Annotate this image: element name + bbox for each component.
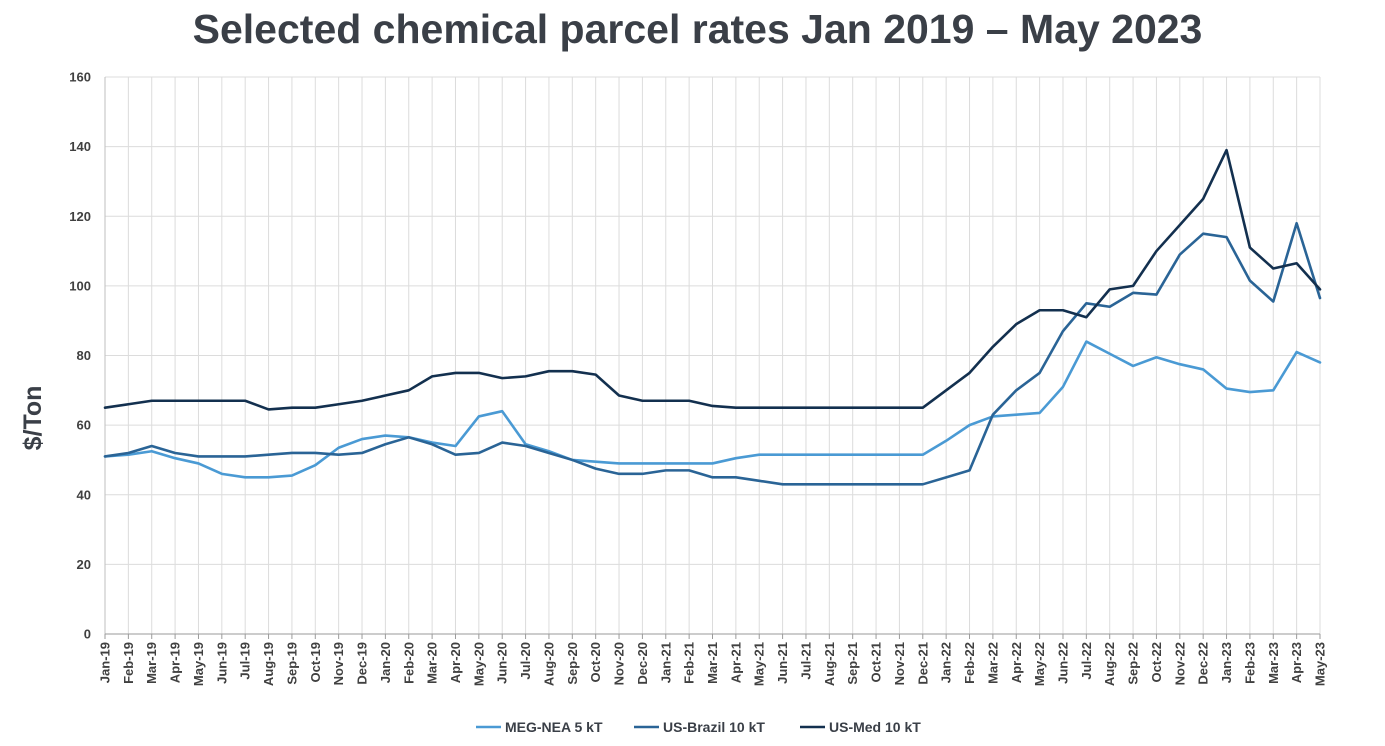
x-tick-label: Jun-19 (214, 642, 229, 684)
grid (105, 76, 1321, 634)
x-tick-label: Apr-19 (168, 642, 183, 683)
legend-label: MEG-NEA 5 kT (505, 719, 603, 735)
y-tick-label: 140 (69, 139, 91, 154)
x-tick-label: Sep-20 (565, 642, 580, 685)
y-tick-label: 160 (69, 70, 91, 85)
series-line-us-med-10-kt (103, 148, 1322, 411)
x-tick-label: Apr-22 (1009, 642, 1024, 683)
x-tick-label: Sep-19 (284, 642, 299, 685)
x-tick-label: Aug-19 (261, 642, 276, 686)
x-tick-label: Jul-22 (1079, 642, 1094, 680)
y-tick-label: 20 (77, 557, 91, 572)
y-tick-label: 0 (84, 627, 91, 642)
x-tick-label: Feb-21 (682, 642, 697, 684)
x-tick-label: May-20 (471, 642, 486, 686)
y-tick-label: 60 (77, 418, 91, 433)
x-tick-label: Jan-23 (1219, 642, 1234, 683)
x-tick-label: Feb-23 (1242, 642, 1257, 684)
series-line-meg-nea-5-kt (103, 340, 1322, 479)
x-tick-label: Feb-20 (401, 642, 416, 684)
legend: MEG-NEA 5 kT US-Brazil 10 kT US-Med 10 kT (476, 719, 921, 735)
chart-title: Selected chemical parcel rates Jan 2019 … (192, 6, 1203, 52)
x-tick-label: Jan-22 (939, 642, 954, 683)
x-tick-label: May-21 (752, 642, 767, 686)
x-tick-label: May-19 (191, 642, 206, 686)
x-tick-label: Aug-20 (541, 642, 556, 686)
x-tick-label: Aug-22 (1102, 642, 1117, 686)
x-tick-label: Jan-20 (378, 642, 393, 683)
x-tick-label: Jan-19 (98, 642, 113, 683)
x-tick-label: Apr-23 (1289, 642, 1304, 683)
legend-label: US-Med 10 kT (829, 719, 921, 735)
y-tick-label: 80 (77, 348, 91, 363)
x-tick-label: Oct-20 (588, 642, 603, 682)
x-tick-label: Jun-20 (495, 642, 510, 684)
x-tick-label: Nov-20 (612, 642, 627, 685)
legend-label: US-Brazil 10 kT (663, 719, 765, 735)
x-tick-label: May-22 (1032, 642, 1047, 686)
series-line-us-brazil-10-kt (103, 221, 1322, 486)
y-axis-title: $/Ton (19, 386, 47, 451)
x-tick-label: Feb-22 (962, 642, 977, 684)
x-tick-label: Nov-22 (1172, 642, 1187, 685)
x-tick-label: Dec-22 (1196, 642, 1211, 685)
x-tick-label: Dec-19 (355, 642, 370, 685)
x-tick-label: May-23 (1313, 642, 1328, 686)
x-tick-label: Mar-19 (144, 642, 159, 684)
x-tick-label: Mar-23 (1266, 642, 1281, 684)
x-tick-label: Apr-21 (728, 642, 743, 683)
x-tick-label: Oct-19 (308, 642, 323, 682)
x-tick-label: Feb-19 (121, 642, 136, 684)
series-lines (103, 148, 1322, 486)
x-tick-label: Oct-22 (1149, 642, 1164, 682)
x-tick-label: Dec-20 (635, 642, 650, 685)
x-axis-ticks: Jan-19 Feb-19 Mar-19 Apr-19 May-19 Jun-19 Jul-… (98, 634, 1328, 686)
x-tick-label: Jul-21 (798, 642, 813, 680)
y-tick-label: 100 (69, 278, 91, 293)
x-tick-label: Jul-20 (518, 642, 533, 680)
x-tick-label: Sep-21 (845, 642, 860, 685)
y-axis-ticks: 0 20 40 60 80 100 120 140 160 (69, 70, 91, 642)
x-tick-label: Jul-19 (238, 642, 253, 680)
y-tick-label: 120 (69, 209, 91, 224)
x-tick-label: Jun-21 (775, 642, 790, 684)
x-tick-label: Aug-21 (822, 642, 837, 686)
x-tick-label: Mar-20 (425, 642, 440, 684)
x-tick-label: Oct-21 (869, 642, 884, 682)
x-tick-label: Sep-22 (1126, 642, 1141, 685)
x-tick-label: Jun-22 (1055, 642, 1070, 684)
x-tick-label: Dec-21 (915, 642, 930, 685)
x-tick-label: Nov-19 (331, 642, 346, 685)
x-tick-label: Jan-21 (658, 642, 673, 683)
x-tick-label: Apr-20 (448, 642, 463, 683)
x-tick-label: Mar-21 (705, 642, 720, 684)
y-tick-label: 40 (77, 487, 91, 502)
x-tick-label: Mar-22 (985, 642, 1000, 684)
x-tick-label: Nov-21 (892, 642, 907, 685)
